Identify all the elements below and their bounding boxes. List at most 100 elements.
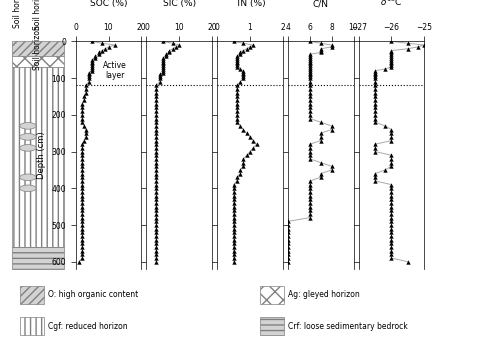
Title: C/N: C/N xyxy=(312,0,328,8)
Point xyxy=(152,130,160,136)
Point xyxy=(230,193,237,198)
Text: Crf: loose sedimentary bedrock: Crf: loose sedimentary bedrock xyxy=(288,322,408,331)
Point xyxy=(78,152,86,158)
Text: O: high organic content: O: high organic content xyxy=(48,290,138,299)
Y-axis label: Depth (cm): Depth (cm) xyxy=(37,131,46,179)
Point xyxy=(82,134,90,140)
Point xyxy=(152,193,160,198)
Point xyxy=(88,62,96,68)
Point xyxy=(316,40,324,46)
Point xyxy=(78,119,86,125)
Point xyxy=(233,61,241,66)
Point xyxy=(236,51,244,57)
Point xyxy=(306,211,314,217)
Point xyxy=(78,237,86,243)
Point xyxy=(230,211,237,217)
Point xyxy=(306,112,314,118)
Point xyxy=(306,73,314,79)
Point xyxy=(316,160,324,165)
Point xyxy=(230,200,237,206)
Text: Soil horizon: Soil horizon xyxy=(13,0,22,28)
Point xyxy=(316,48,324,53)
Point xyxy=(82,90,90,96)
Bar xyxy=(260,317,283,335)
Point xyxy=(152,208,160,213)
Point xyxy=(152,226,160,231)
Point xyxy=(371,149,379,154)
Point xyxy=(75,259,83,265)
Point xyxy=(230,215,237,220)
Point xyxy=(233,175,241,180)
Point xyxy=(306,83,314,88)
Point xyxy=(388,193,396,198)
Point xyxy=(236,66,244,72)
Point xyxy=(88,65,96,70)
Point xyxy=(230,197,237,202)
Title: TN (%): TN (%) xyxy=(234,0,266,8)
Ellipse shape xyxy=(20,122,36,129)
Point xyxy=(240,68,248,73)
Point xyxy=(78,226,86,231)
Point xyxy=(371,101,379,107)
Point xyxy=(388,39,396,44)
Point xyxy=(388,160,396,165)
Point xyxy=(152,233,160,239)
Point xyxy=(82,83,90,88)
Bar xyxy=(12,247,64,269)
Point xyxy=(284,244,292,250)
Point xyxy=(388,219,396,224)
Point xyxy=(78,171,86,176)
Point xyxy=(94,50,102,55)
Point xyxy=(284,219,292,224)
Point xyxy=(306,86,314,92)
Point xyxy=(152,237,160,243)
Point xyxy=(78,149,86,154)
Point xyxy=(78,178,86,184)
Point xyxy=(230,208,237,213)
Point xyxy=(306,75,314,81)
Point xyxy=(371,97,379,103)
Point xyxy=(250,145,258,151)
Text: Soil horizon: Soil horizon xyxy=(34,0,42,30)
Point xyxy=(85,73,93,79)
Point xyxy=(152,108,160,114)
Point xyxy=(388,200,396,206)
Point xyxy=(328,123,336,129)
Point xyxy=(78,108,86,114)
Point xyxy=(152,152,160,158)
Point xyxy=(404,46,412,51)
Point xyxy=(159,55,167,61)
Point xyxy=(152,219,160,224)
Point xyxy=(152,229,160,235)
Point xyxy=(371,112,379,118)
Point xyxy=(78,160,86,165)
Point xyxy=(388,222,396,228)
Point xyxy=(371,145,379,151)
Point xyxy=(230,237,237,243)
Point xyxy=(152,112,160,118)
Point xyxy=(388,215,396,220)
Point xyxy=(388,65,396,70)
Point xyxy=(152,86,160,92)
Point xyxy=(92,55,100,61)
Point xyxy=(388,48,396,53)
Point xyxy=(88,57,96,62)
Point xyxy=(233,86,241,92)
Point xyxy=(306,55,314,61)
Point xyxy=(230,259,237,265)
Point xyxy=(240,164,248,169)
Point xyxy=(162,53,170,59)
Point xyxy=(306,152,314,158)
Point xyxy=(316,50,324,55)
Point xyxy=(230,233,237,239)
Point xyxy=(284,252,292,257)
Point xyxy=(306,68,314,73)
Point xyxy=(233,101,241,107)
Point xyxy=(156,73,164,79)
Point xyxy=(152,123,160,129)
Title: SIC (%): SIC (%) xyxy=(162,0,196,8)
Bar xyxy=(20,317,44,335)
Point xyxy=(152,200,160,206)
Point xyxy=(233,55,241,61)
Point xyxy=(388,57,396,62)
